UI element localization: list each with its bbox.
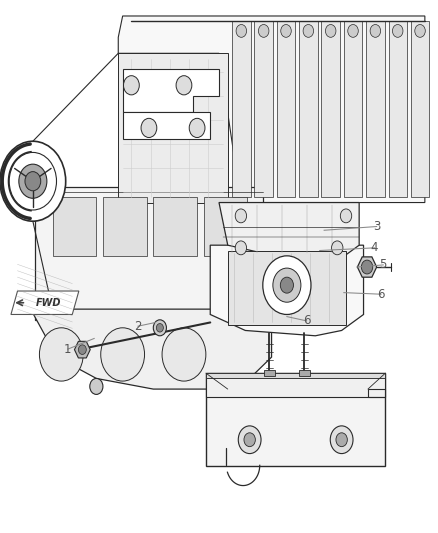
- Polygon shape: [206, 373, 385, 397]
- Polygon shape: [53, 197, 96, 256]
- Polygon shape: [153, 197, 197, 256]
- Polygon shape: [206, 373, 385, 378]
- Circle shape: [189, 118, 205, 138]
- Circle shape: [235, 241, 247, 255]
- Circle shape: [303, 25, 314, 37]
- Circle shape: [348, 25, 358, 37]
- Text: 1: 1: [64, 343, 72, 356]
- Circle shape: [25, 172, 41, 191]
- Polygon shape: [321, 21, 340, 197]
- Circle shape: [336, 433, 347, 447]
- Polygon shape: [344, 21, 362, 197]
- Circle shape: [19, 164, 47, 198]
- Polygon shape: [35, 187, 263, 320]
- Circle shape: [361, 260, 373, 274]
- Circle shape: [141, 118, 157, 138]
- Circle shape: [153, 320, 166, 336]
- Text: 4: 4: [371, 241, 378, 254]
- Circle shape: [415, 25, 425, 37]
- Circle shape: [332, 241, 343, 255]
- Circle shape: [176, 76, 192, 95]
- Circle shape: [244, 433, 255, 447]
- Polygon shape: [31, 309, 272, 389]
- Polygon shape: [389, 21, 407, 197]
- Polygon shape: [411, 21, 429, 197]
- Polygon shape: [123, 112, 210, 139]
- Circle shape: [162, 328, 206, 381]
- Text: 6: 6: [377, 288, 385, 301]
- Circle shape: [258, 25, 269, 37]
- Circle shape: [263, 256, 311, 314]
- Polygon shape: [118, 16, 425, 203]
- Polygon shape: [219, 203, 359, 261]
- Polygon shape: [11, 291, 79, 314]
- Polygon shape: [123, 69, 219, 112]
- Polygon shape: [299, 21, 318, 197]
- Text: 6: 6: [303, 314, 311, 327]
- Circle shape: [281, 25, 291, 37]
- Circle shape: [90, 378, 103, 394]
- Polygon shape: [103, 197, 147, 256]
- Circle shape: [78, 345, 86, 354]
- Circle shape: [39, 328, 83, 381]
- Circle shape: [236, 25, 247, 37]
- Polygon shape: [232, 21, 251, 197]
- Circle shape: [392, 25, 403, 37]
- Polygon shape: [206, 373, 385, 466]
- Polygon shape: [357, 257, 377, 277]
- Polygon shape: [366, 21, 385, 197]
- Polygon shape: [204, 197, 247, 256]
- Polygon shape: [74, 341, 90, 358]
- Text: 5: 5: [380, 259, 387, 271]
- Polygon shape: [254, 21, 273, 197]
- Polygon shape: [118, 53, 228, 203]
- Circle shape: [280, 277, 293, 293]
- Circle shape: [9, 152, 57, 210]
- Circle shape: [0, 141, 66, 221]
- Polygon shape: [299, 370, 310, 376]
- Polygon shape: [264, 370, 275, 376]
- Text: FWD: FWD: [35, 298, 61, 308]
- Polygon shape: [210, 245, 364, 336]
- Circle shape: [273, 268, 301, 302]
- Circle shape: [101, 328, 145, 381]
- Circle shape: [156, 324, 163, 332]
- Circle shape: [340, 209, 352, 223]
- Circle shape: [238, 426, 261, 454]
- Polygon shape: [228, 251, 346, 325]
- Circle shape: [370, 25, 381, 37]
- Text: 2: 2: [134, 320, 142, 333]
- Polygon shape: [277, 21, 295, 197]
- Circle shape: [325, 25, 336, 37]
- Circle shape: [124, 76, 139, 95]
- Circle shape: [330, 426, 353, 454]
- Text: 3: 3: [373, 220, 380, 233]
- Circle shape: [235, 209, 247, 223]
